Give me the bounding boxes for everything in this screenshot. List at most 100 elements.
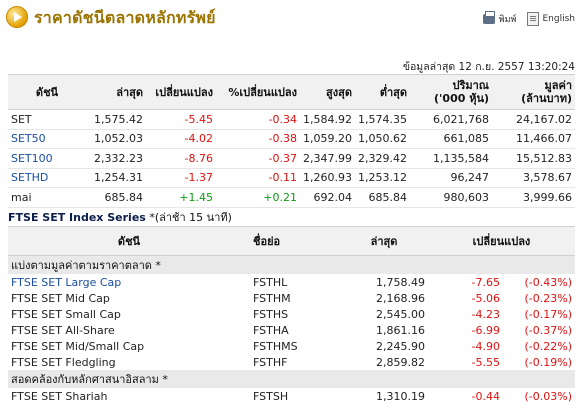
ftse-symbol: FSTSH — [253, 389, 289, 403]
low-value: 685.84 — [368, 190, 408, 204]
printer-icon — [482, 11, 495, 24]
group-header-shariah: สอดคล้องกับหลักศาสนาอิสลาม * — [8, 370, 575, 388]
change-value: -4.02 — [184, 132, 213, 146]
ftse-symbol: FSTHL — [253, 275, 288, 289]
col-change: เปลี่ยนแปลง — [155, 86, 213, 99]
table-row: FTSE SET Fledgling FSTHF 2,859.82 -5.55 … — [8, 354, 575, 370]
value-value: 24,167.02 — [516, 112, 572, 126]
document-icon — [526, 12, 539, 26]
change-value: -8.76 — [184, 151, 213, 165]
toolbar: พิมพ์ English — [473, 11, 576, 26]
index-link-sethd[interactable]: SETHD — [11, 171, 49, 185]
pct-change-value: +0.21 — [263, 190, 297, 204]
ftse-change: -6.99 — [471, 323, 500, 337]
value-value: 11,466.07 — [516, 132, 572, 146]
col-volume-line1: ปริมาณ — [452, 79, 489, 92]
ftse-index-name: FTSE SET Mid Cap — [11, 291, 110, 305]
col-pct-change: %เปลี่ยนแปลง — [228, 86, 297, 99]
table-row: FTSE SET All-Share FSTHA 1,861.16 -6.99 … — [8, 322, 575, 338]
volume-value: 6,021,768 — [433, 112, 489, 126]
col-last: ล่าสุด — [116, 86, 143, 99]
last-value: 1,052.03 — [94, 132, 143, 146]
index-name: SET — [11, 112, 32, 126]
high-value: 1,059.20 — [303, 132, 352, 146]
pct-change-value: -0.11 — [268, 171, 297, 185]
value-value: 3,999.66 — [523, 190, 572, 204]
ftse-pct-change: (-0.37%) — [524, 323, 573, 337]
value-value: 15,512.83 — [516, 151, 572, 165]
low-value: 2,329.42 — [358, 151, 407, 165]
page-header: ราคาดัชนีตลาดหลักทรัพย์ พิมพ์ English — [0, 0, 583, 36]
index-name: mai — [11, 190, 32, 204]
ftse-index-name: FTSE SET Mid/Small Cap — [11, 339, 145, 353]
english-button[interactable]: English — [526, 12, 576, 26]
ftse-index-name: FTSE SET Fledgling — [11, 355, 116, 369]
print-button[interactable]: พิมพ์ — [482, 11, 517, 26]
index-table-header: ดัชนี ล่าสุด เปลี่ยนแปลง %เปลี่ยนแปลง สู… — [8, 74, 575, 110]
ftse-section-title: FTSE SET Index Series *(ล่าช้า 15 นาที) — [8, 208, 232, 226]
table-row: SET50 1,052.03 -4.02 -0.38 1,059.20 1,05… — [8, 130, 575, 149]
ftse-last: 2,168.96 — [376, 291, 425, 305]
value-value: 3,578.67 — [523, 171, 572, 185]
ftse-last: 1,758.49 — [376, 275, 425, 289]
table-row: FTSE SET Small Cap FSTHS 2,545.00 -4.23 … — [8, 306, 575, 322]
ftse-index-name: FTSE SET Small Cap — [11, 307, 121, 321]
table-row: FTSE SET Mid Cap FSTHM 2,168.96 -5.06 (-… — [8, 290, 575, 306]
high-value: 2,347.99 — [303, 151, 352, 165]
change-value: +1.45 — [179, 190, 213, 204]
ftse-symbol: FSTHM — [253, 291, 291, 305]
pct-change-value: -0.34 — [268, 112, 297, 126]
english-label: English — [542, 14, 576, 24]
ftse-symbol: FSTHA — [253, 323, 289, 337]
ftse-pct-change: (-0.19%) — [524, 355, 573, 369]
ftse-index-name: FTSE SET All-Share — [11, 323, 115, 337]
ftse-last: 2,545.00 — [376, 307, 425, 321]
col-ftse-last: ล่าสุด — [370, 235, 398, 248]
ftse-pct-change: (-0.23%) — [524, 291, 573, 305]
ftse-change: -4.90 — [471, 339, 500, 353]
index-link-set50[interactable]: SET50 — [11, 132, 46, 146]
col-symbol: ชื่อย่อ — [253, 235, 281, 248]
col-ftse-index: ดัชนี — [117, 235, 141, 248]
print-label: พิมพ์ — [498, 15, 517, 25]
col-value: มูลค่า (ล้านบาท) — [492, 79, 575, 105]
last-value: 1,575.42 — [94, 112, 143, 126]
ftse-last: 1,310.19 — [376, 389, 425, 403]
col-ftse-change: เปลี่ยนแปลง — [472, 235, 531, 248]
table-row: FTSE SET Shariah FSTSH 1,310.19 -0.44 (-… — [8, 388, 575, 404]
ftse-change: -0.44 — [471, 389, 500, 403]
low-value: 1,253.12 — [358, 171, 407, 185]
ftse-symbol: FSTHMS — [253, 339, 298, 353]
ftse-pct-change: (-0.03%) — [524, 389, 573, 403]
ftse-change: -5.06 — [471, 291, 500, 305]
pct-change-value: -0.37 — [268, 151, 297, 165]
col-index: ดัชนี — [35, 86, 59, 99]
ftse-index-name: FTSE SET Shariah — [11, 389, 108, 403]
col-volume-line2: ('000 หุ้น) — [434, 92, 489, 105]
table-row: SET100 2,332.23 -8.76 -0.37 2,347.99 2,3… — [8, 149, 575, 169]
ftse-index-link[interactable]: FTSE SET Large Cap — [11, 275, 122, 289]
ftse-change: -4.23 — [471, 307, 500, 321]
col-value-line2: (ล้านบาท) — [521, 92, 572, 105]
page-title: ราคาดัชนีตลาดหลักทรัพย์ — [34, 8, 216, 27]
volume-value: 661,085 — [443, 132, 490, 146]
ftse-table-header: ดัชนี ชื่อย่อ ล่าสุด เปลี่ยนแปลง — [8, 226, 575, 256]
table-row: mai 685.84 +1.45 +0.21 692.04 685.84 980… — [8, 188, 575, 208]
col-low: ต่ำสุด — [379, 86, 407, 99]
high-value: 1,584.92 — [303, 112, 352, 126]
table-row: FTSE SET Mid/Small Cap FSTHMS 2,245.90 -… — [8, 338, 575, 354]
group-header-market-cap: แบ่งตามมูลค่าตามราคาตลาด * — [8, 256, 575, 274]
col-high: สูงสุด — [326, 86, 352, 99]
index-link-set100[interactable]: SET100 — [11, 151, 53, 165]
change-value: -5.45 — [184, 112, 213, 126]
pct-change-value: -0.38 — [268, 132, 297, 146]
ftse-pct-change: (-0.43%) — [524, 275, 573, 289]
col-value-line1: มูลค่า — [544, 79, 572, 92]
change-value: -1.37 — [184, 171, 213, 185]
high-value: 1,260.93 — [303, 171, 352, 185]
table-row: FTSE SET Large Cap FSTHL 1,758.49 -7.65 … — [8, 274, 575, 290]
table-row: SET 1,575.42 -5.45 -0.34 1,584.92 1,574.… — [8, 110, 575, 130]
ftse-pct-change: (-0.17%) — [524, 307, 573, 321]
volume-value: 96,247 — [450, 171, 490, 185]
ftse-last: 2,245.90 — [376, 339, 425, 353]
